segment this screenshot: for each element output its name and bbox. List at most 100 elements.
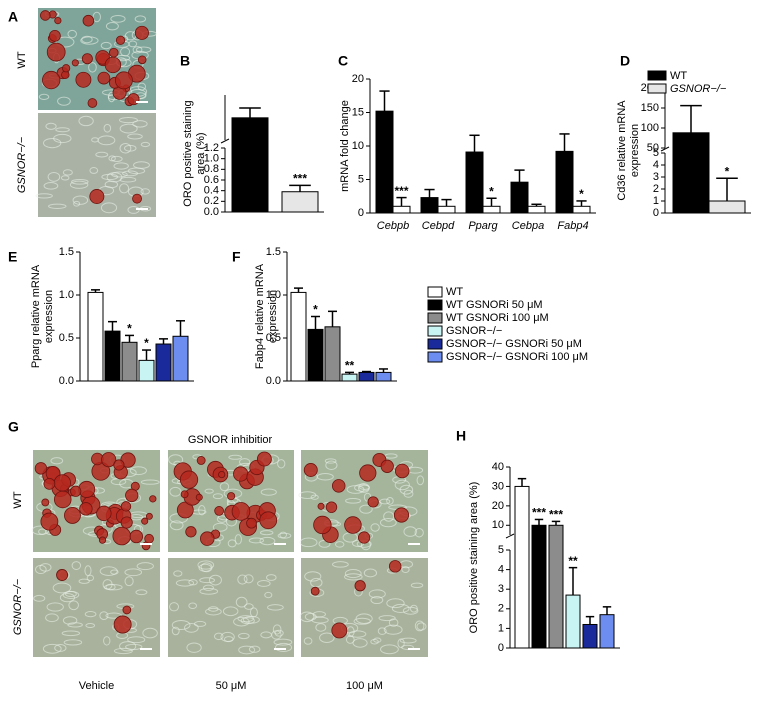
micrograph [298,450,428,552]
panel-letter: G [8,419,19,435]
y-axis-label: expression [267,290,279,343]
lipid-cell [71,59,79,67]
lipid-cell [199,531,215,546]
bar [582,623,598,649]
cell [43,182,59,190]
lipid-cell [82,14,95,27]
lipid-cell [113,459,125,471]
cell [235,596,248,608]
bar [392,205,411,214]
cell [264,591,273,599]
cell [373,637,382,643]
lipid-cell [89,189,105,204]
y-tick-label: 40 [492,461,504,473]
column-label: 50 μM [216,680,247,692]
lipid-cell [380,459,394,473]
bar [324,326,341,382]
y-axis-label: mRNA fold change [339,100,351,192]
cell [315,623,327,632]
bar [358,371,375,382]
lipid-cell [145,512,153,520]
cell [212,522,228,532]
cell [259,530,274,536]
cell [348,630,367,638]
x-tick-label: Cebpd [422,220,455,232]
cell [119,183,130,194]
y-tick-label: 10 [352,140,364,152]
x-tick-label: Cebpa [512,220,544,232]
lipid-cell [101,452,117,468]
cell [260,631,272,639]
bar [510,181,529,214]
row-label: GSNOR−/− [12,578,24,635]
cell [198,505,206,516]
cell [100,202,118,214]
lipid-cell [70,485,82,497]
cell [92,11,101,23]
panel-letter: H [456,428,466,444]
cell [248,537,265,544]
lipid-cell [97,71,111,85]
panel-letter: E [8,249,17,265]
lipid-cell [246,517,257,529]
cell [111,171,128,178]
cell [140,479,160,485]
lipid-cell [317,502,325,510]
legend-label: WT [670,70,687,82]
significance: *** [394,184,408,198]
y-tick-label: 20 [352,73,364,85]
cell [127,636,146,644]
lipid-cell [331,622,348,639]
lipid-cell [46,42,66,62]
cell [47,171,61,182]
lipid-cell [149,495,157,503]
cell [113,647,133,655]
significance: * [489,184,494,198]
bar [708,200,746,214]
image-title: GSNOR inhibitior [188,434,273,446]
cell [118,116,138,124]
bar [375,110,394,214]
cell [238,645,256,655]
y-axis-label: expression [43,290,55,343]
y-tick-label: 150 [641,102,659,114]
cell [399,484,414,495]
cell [410,582,424,589]
y-tick-label: 10 [492,519,504,531]
cell [186,642,202,653]
lipid-cell [313,515,332,535]
lipid-cell [79,502,93,516]
significance: * [725,164,730,178]
y-tick-label: 100 [641,122,659,134]
lipid-cell [179,470,199,489]
cell [214,632,224,641]
cell [199,577,216,584]
cell [55,127,70,133]
panel-letter: D [620,53,630,69]
lipid-cell [367,496,379,508]
cell [129,466,147,476]
cell [304,612,317,621]
legend-swatch [427,325,443,337]
cell [277,532,292,539]
significance: *** [293,172,307,186]
cell [169,602,180,612]
cell [91,137,99,143]
micrograph [31,450,160,552]
lipid-cell [114,71,133,90]
cell [67,29,77,39]
cell [345,498,362,504]
lipid-cell [40,10,51,21]
cell [175,579,195,587]
cell [397,638,405,649]
y-tick-label: 1.5 [59,246,74,258]
lipid-cell [134,25,149,40]
lipid-cell [53,490,72,509]
x-tick-label: Pparg [468,220,498,232]
legend-label: GSNOR−/− GSNORi 50 μM [446,338,582,350]
bar [104,330,121,382]
cell [238,632,250,640]
bar [290,291,307,382]
cell [353,617,371,625]
lipid-cell [122,605,132,615]
